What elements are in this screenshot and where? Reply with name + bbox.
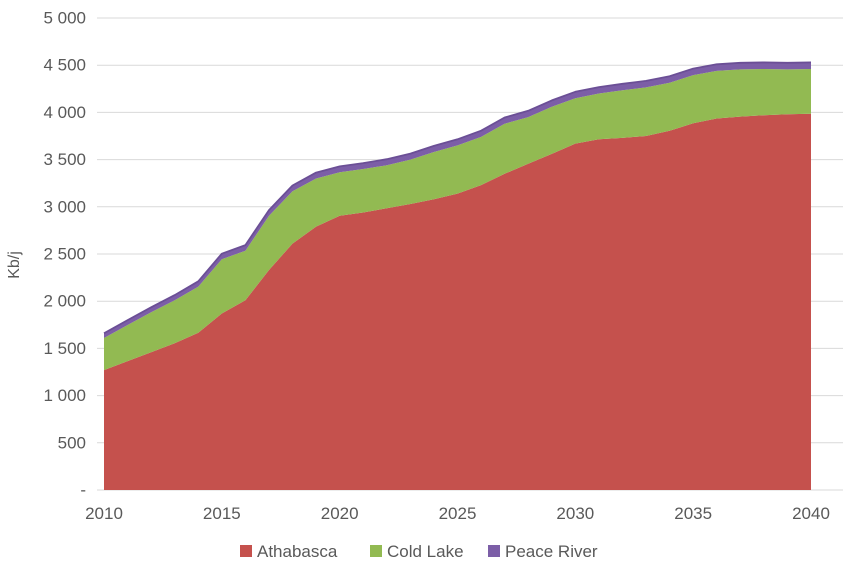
y-tick-label: 1 000 xyxy=(43,386,86,405)
legend-label-cold-lake: Cold Lake xyxy=(387,542,464,561)
total-top-line xyxy=(103,61,812,335)
y-axis-title: Kb/j xyxy=(6,251,23,279)
legend-item-peace-river: Peace River xyxy=(488,542,598,561)
y-tick-label: 3 500 xyxy=(43,150,86,169)
x-tick-label: 2040 xyxy=(792,504,830,523)
y-tick-label: 2 500 xyxy=(43,245,86,264)
y-tick-label: 2 000 xyxy=(43,292,86,311)
y-tick-label: 1 500 xyxy=(43,339,86,358)
legend-swatch-peace-river xyxy=(488,545,500,557)
x-tick-label: 2010 xyxy=(85,504,123,523)
y-tick-label: 3 000 xyxy=(43,197,86,216)
area-layer xyxy=(103,61,812,491)
area-cold-lake xyxy=(104,69,811,371)
area-athabasca xyxy=(104,113,811,491)
y-tick-label: 4 000 xyxy=(43,103,86,122)
x-tick-label: 2030 xyxy=(556,504,594,523)
y-tick-label: - xyxy=(80,481,86,500)
legend-item-athabasca: Athabasca xyxy=(240,542,338,561)
x-tick-label: 2025 xyxy=(439,504,477,523)
legend: Athabasca Cold Lake Peace River xyxy=(240,542,598,561)
legend-item-cold-lake: Cold Lake xyxy=(370,542,464,561)
legend-label-athabasca: Athabasca xyxy=(257,542,338,561)
y-tick-label: 5 000 xyxy=(43,9,86,28)
legend-swatch-athabasca xyxy=(240,545,252,557)
y-tick-label: 500 xyxy=(58,433,86,452)
x-tick-label: 2035 xyxy=(674,504,712,523)
legend-swatch-cold-lake xyxy=(370,545,382,557)
x-tick-label: 2020 xyxy=(321,504,359,523)
x-tick-label: 2015 xyxy=(203,504,241,523)
axis-layer: - 500 1 000 1 500 2 000 2 500 3 000 3 500 4 000 4… xyxy=(43,9,829,524)
legend-label-peace-river: Peace River xyxy=(505,542,598,561)
y-tick-label: 4 500 xyxy=(43,56,86,75)
